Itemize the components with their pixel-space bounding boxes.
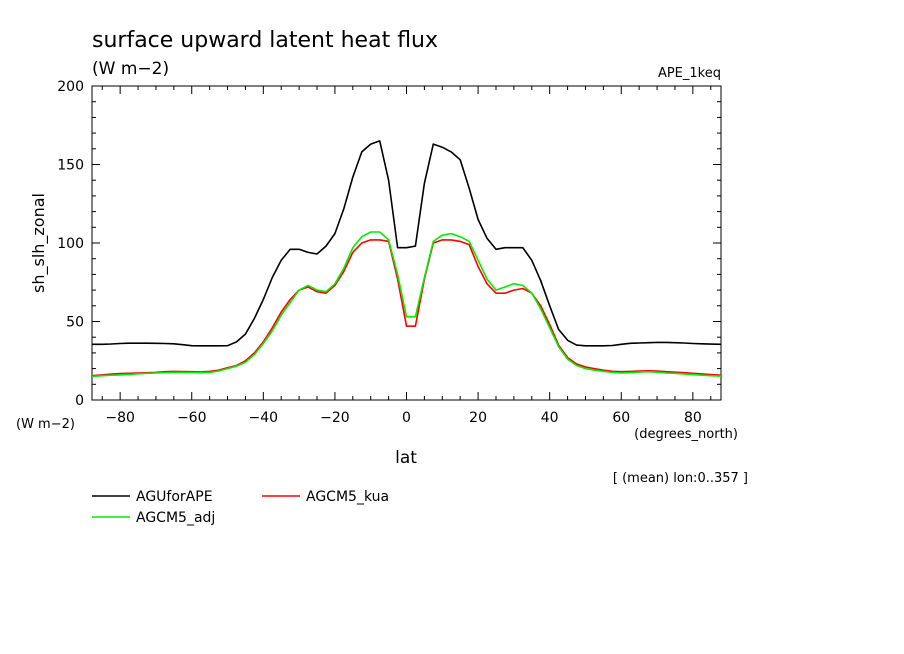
- y-tick-label: 200: [57, 79, 84, 95]
- plot-frame: [91, 85, 722, 401]
- x-tick-labels: −80 −60 −40 −20 0 20 40 60 80: [105, 410, 701, 426]
- y-axis-label: sh_slh_zonal: [29, 193, 49, 293]
- x-tick-label: 60: [612, 410, 630, 426]
- chart-subtitle: (W m−2): [92, 59, 169, 79]
- x-tick-label: 20: [469, 410, 487, 426]
- x-axis-label: lat: [395, 448, 417, 468]
- x-tick-label: 0: [402, 410, 411, 426]
- y-tick-label: 50: [66, 315, 84, 331]
- legend-label: AGCM5_kua: [306, 489, 389, 505]
- x-tick-label: 40: [541, 410, 559, 426]
- mean-note: [ (mean) lon:0..357 ]: [613, 471, 748, 486]
- series-lines: [91, 140, 722, 378]
- legend: AGUforAPE AGCM5_adj AGCM5_kua: [92, 489, 389, 526]
- series-line-aguforape: [92, 140, 722, 347]
- y-tick-label: 0: [75, 393, 84, 409]
- legend-label: AGCM5_adj: [136, 510, 215, 526]
- axis-ticks: [92, 85, 721, 401]
- y-tick-label: 150: [57, 158, 84, 174]
- y-units-label: (W m−2): [16, 417, 75, 432]
- x-tick-label: 80: [684, 410, 702, 426]
- chart-title: surface upward latent heat flux: [92, 28, 438, 53]
- series-line-agcm5-kua: [91, 239, 722, 377]
- y-tick-label: 100: [57, 236, 84, 252]
- x-tick-label: −40: [249, 410, 279, 426]
- x-tick-label: −20: [320, 410, 350, 426]
- x-tick-label: −80: [105, 410, 135, 426]
- experiment-label: APE_1keq: [658, 66, 721, 81]
- y-tick-labels: 0 50 100 150 200: [57, 79, 84, 409]
- series-line-agcm5-adj: [91, 231, 722, 378]
- x-units-label: (degrees_north): [634, 427, 738, 442]
- x-tick-label: −60: [177, 410, 207, 426]
- legend-label: AGUforAPE: [136, 489, 213, 505]
